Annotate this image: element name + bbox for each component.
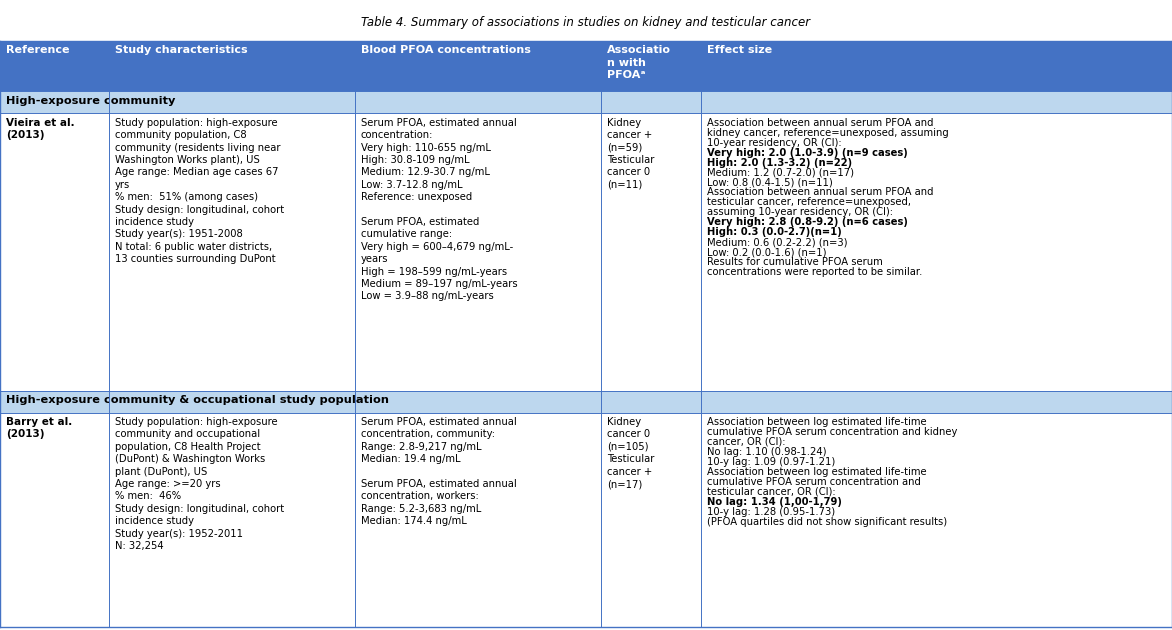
Text: assuming 10-year residency, OR (CI):: assuming 10-year residency, OR (CI): bbox=[707, 207, 893, 217]
Text: 10-y lag: 1.09 (0.97-1.21): 10-y lag: 1.09 (0.97-1.21) bbox=[707, 457, 834, 467]
Bar bbox=[0, 41, 1172, 91]
Text: Associatio
n with
PFOAᵃ: Associatio n with PFOAᵃ bbox=[607, 45, 672, 80]
Text: kidney cancer, reference=unexposed, assuming: kidney cancer, reference=unexposed, assu… bbox=[707, 128, 948, 138]
Text: Effect size: Effect size bbox=[707, 45, 772, 55]
Text: Study population: high-exposure
community and occupational
population, C8 Health: Study population: high-exposure communit… bbox=[115, 417, 284, 551]
Text: Low: 0.2 (0.0-1.6) (n=1): Low: 0.2 (0.0-1.6) (n=1) bbox=[707, 247, 826, 257]
Text: concentrations were reported to be similar.: concentrations were reported to be simil… bbox=[707, 267, 922, 277]
Text: Association between annual serum PFOA and: Association between annual serum PFOA an… bbox=[707, 118, 933, 128]
Text: Kidney
cancer +
(n=59)
Testicular
cancer 0
(n=11): Kidney cancer + (n=59) Testicular cancer… bbox=[607, 118, 654, 190]
Text: Low: 0.8 (0.4-1.5) (n=11): Low: 0.8 (0.4-1.5) (n=11) bbox=[707, 178, 832, 188]
Text: 10-year residency, OR (CI):: 10-year residency, OR (CI): bbox=[707, 138, 841, 147]
Text: Association between annual serum PFOA and: Association between annual serum PFOA an… bbox=[707, 188, 933, 197]
Text: testicular cancer, OR (CI):: testicular cancer, OR (CI): bbox=[707, 487, 836, 496]
Text: cumulative PFOA serum concentration and kidney: cumulative PFOA serum concentration and … bbox=[707, 427, 958, 437]
Bar bbox=[0, 391, 1172, 413]
Text: High-exposure community & occupational study population: High-exposure community & occupational s… bbox=[6, 395, 389, 405]
Text: Kidney
cancer 0
(n=105)
Testicular
cancer +
(n=17): Kidney cancer 0 (n=105) Testicular cance… bbox=[607, 417, 654, 489]
Text: cumulative PFOA serum concentration and: cumulative PFOA serum concentration and bbox=[707, 477, 920, 487]
Text: testicular cancer, reference=unexposed,: testicular cancer, reference=unexposed, bbox=[707, 197, 911, 207]
Bar bbox=[0, 91, 1172, 113]
Text: Very high: 2.0 (1.0-3.9) (n=9 cases): Very high: 2.0 (1.0-3.9) (n=9 cases) bbox=[707, 147, 907, 158]
Text: No lag: 1.34 (1,00-1,79): No lag: 1.34 (1,00-1,79) bbox=[707, 496, 841, 507]
Text: High: 2.0 (1.3-3.2) (n=22): High: 2.0 (1.3-3.2) (n=22) bbox=[707, 158, 852, 168]
Text: Results for cumulative PFOA serum: Results for cumulative PFOA serum bbox=[707, 257, 883, 267]
Text: Barry et al.
(2013): Barry et al. (2013) bbox=[6, 417, 73, 440]
Text: Study characteristics: Study characteristics bbox=[115, 45, 247, 55]
Text: Association between log estimated life-time: Association between log estimated life-t… bbox=[707, 417, 926, 427]
Bar bbox=[0, 113, 1172, 391]
Text: cancer, OR (CI):: cancer, OR (CI): bbox=[707, 437, 785, 447]
Text: Very high: 2.8 (0.8-9.2) (n=6 cases): Very high: 2.8 (0.8-9.2) (n=6 cases) bbox=[707, 217, 907, 227]
Text: (PFOA quartiles did not show significant results): (PFOA quartiles did not show significant… bbox=[707, 517, 947, 527]
Text: High: 0.3 (0.0-2.7)(n=1): High: 0.3 (0.0-2.7)(n=1) bbox=[707, 227, 841, 238]
Text: Table 4. Summary of associations in studies on kidney and testicular cancer: Table 4. Summary of associations in stud… bbox=[361, 16, 811, 29]
Text: Serum PFOA, estimated annual
concentration:
Very high: 110-655 ng/mL
High: 30.8-: Serum PFOA, estimated annual concentrati… bbox=[361, 118, 518, 301]
Text: Medium: 0.6 (0.2-2.2) (n=3): Medium: 0.6 (0.2-2.2) (n=3) bbox=[707, 238, 847, 247]
Text: Serum PFOA, estimated annual
concentration, community:
Range: 2.8-9,217 ng/mL
Me: Serum PFOA, estimated annual concentrati… bbox=[361, 417, 517, 526]
Text: 10-y lag: 1.28 (0.95-1.73): 10-y lag: 1.28 (0.95-1.73) bbox=[707, 507, 834, 517]
Text: Study population: high-exposure
community population, C8
community (residents li: Study population: high-exposure communit… bbox=[115, 118, 284, 264]
Text: Vieira et al.
(2013): Vieira et al. (2013) bbox=[6, 118, 75, 140]
Text: Blood PFOA concentrations: Blood PFOA concentrations bbox=[361, 45, 531, 55]
Text: Association between log estimated life-time: Association between log estimated life-t… bbox=[707, 467, 926, 477]
Bar bbox=[0, 413, 1172, 627]
Text: Medium: 1.2 (0.7-2.0) (n=17): Medium: 1.2 (0.7-2.0) (n=17) bbox=[707, 168, 853, 178]
Text: No lag: 1.10 (0.98-1.24): No lag: 1.10 (0.98-1.24) bbox=[707, 447, 826, 457]
Text: Reference: Reference bbox=[6, 45, 69, 55]
Text: High-exposure community: High-exposure community bbox=[6, 96, 176, 106]
